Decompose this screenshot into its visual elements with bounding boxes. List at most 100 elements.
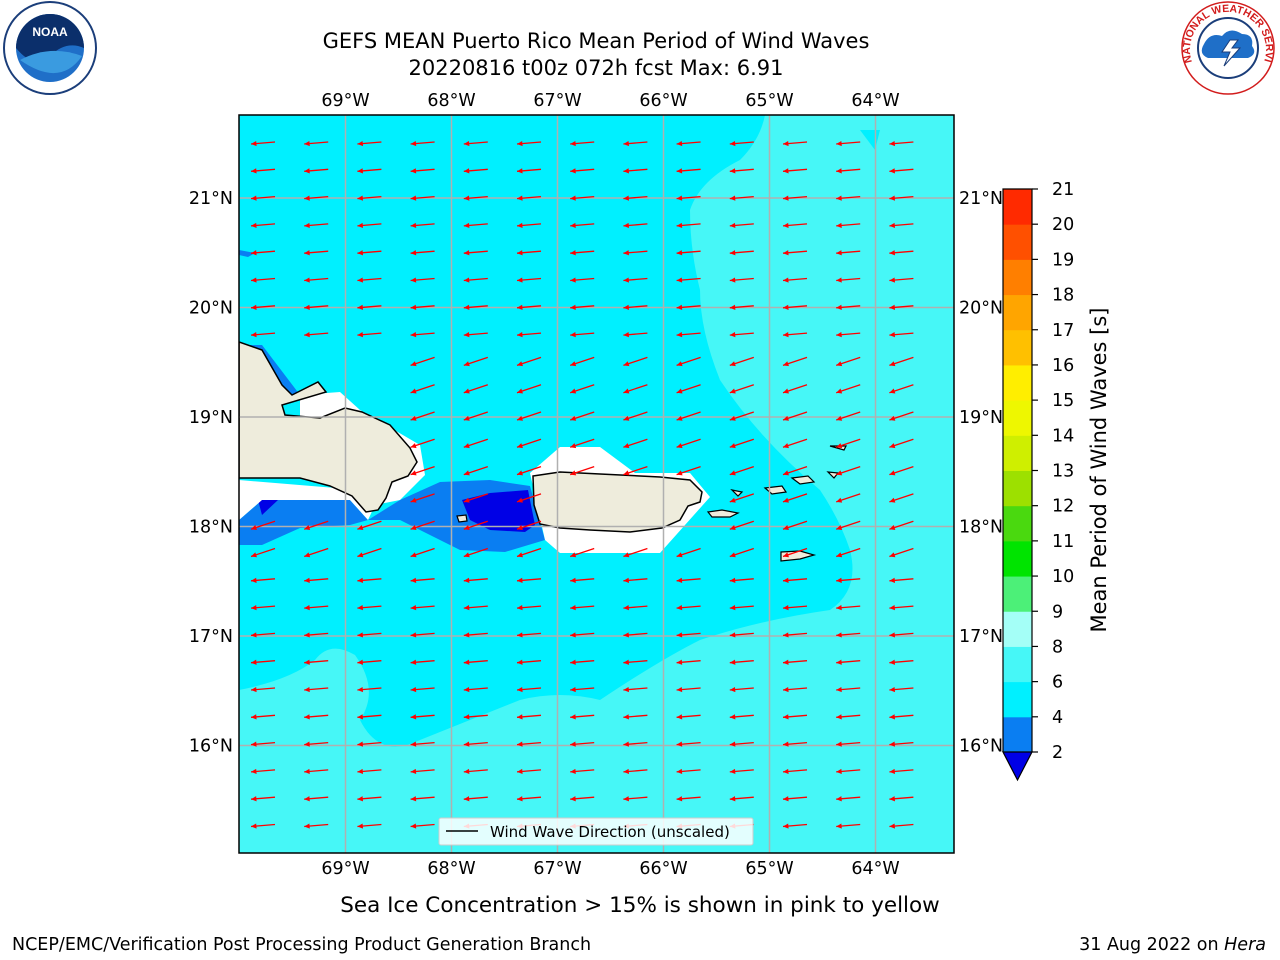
wind-wave-arrow: [304, 714, 329, 720]
wind-wave-arrow: [623, 768, 648, 775]
wind-wave-arrow: [463, 250, 488, 256]
wind-wave-arrow: [516, 384, 542, 394]
colorbar-segment: [1003, 364, 1032, 401]
wind-wave-arrow: [623, 796, 648, 802]
wind-wave-arrow: [889, 332, 914, 338]
wind-wave-arrow: [250, 195, 276, 201]
wind-wave-arrow: [357, 659, 382, 665]
wind-wave-arrow: [250, 823, 276, 829]
wind-wave-arrow: [516, 714, 542, 720]
wind-wave-arrow: [570, 332, 595, 338]
wind-wave-arrow: [782, 140, 808, 147]
wind-wave-arrow: [836, 632, 861, 638]
wind-wave-arrow: [782, 356, 808, 367]
wind-wave-arrow: [889, 547, 914, 558]
wind-wave-arrow: [889, 438, 914, 449]
wind-wave-arrow: [835, 493, 861, 503]
wind-wave-arrow: [782, 520, 808, 530]
lon-label-top: 67°W: [533, 91, 581, 111]
wind-wave-arrow: [410, 741, 435, 747]
wind-wave-arrow: [463, 277, 488, 283]
wind-wave-arrow: [304, 250, 329, 256]
wind-wave-arrow: [463, 384, 489, 394]
wind-wave-arrow: [516, 632, 542, 638]
wind-wave-arrow: [410, 796, 435, 802]
wind-wave-arrow: [782, 796, 808, 802]
wind-wave-arrow: [729, 411, 755, 421]
wind-wave-arrow: [357, 796, 382, 802]
lat-label-right: 19°N: [959, 408, 1003, 428]
wind-wave-arrow: [889, 823, 914, 829]
noaa-logo: NOAA: [3, 1, 97, 95]
wind-wave-arrow: [836, 195, 861, 201]
wind-wave-arrow: [836, 304, 861, 310]
wind-wave-arrow: [836, 277, 861, 283]
wind-wave-arrow: [676, 411, 701, 421]
wind-wave-arrow: [570, 222, 595, 229]
wind-wave-arrow: [729, 304, 754, 310]
wind-wave-arrow: [676, 168, 701, 174]
wind-wave-arrow: [516, 659, 542, 665]
wind-wave-arrow: [357, 577, 382, 583]
wind-wave-arrow: [889, 356, 914, 367]
wind-wave-arrow: [835, 411, 861, 421]
wind-wave-arrow: [410, 714, 435, 720]
wind-wave-arrow: [410, 411, 435, 421]
wind-wave-arrow: [357, 520, 382, 530]
wind-wave-arrow: [570, 659, 595, 665]
wind-wave-arrow: [623, 304, 648, 310]
wind-wave-arrow: [516, 168, 542, 174]
wind-wave-arrow: [410, 686, 435, 693]
wind-wave-arrow: [410, 520, 435, 530]
wind-wave-arrow: [250, 168, 276, 174]
wind-wave-arrow: [569, 438, 595, 449]
wind-wave-arrow: [303, 520, 329, 530]
wind-wave-arrow: [410, 632, 435, 638]
wind-wave-arrow: [357, 332, 382, 338]
latitude-labels-left: 21°N 20°N 19°N 18°N 17°N 16°N: [189, 189, 233, 757]
wind-wave-arrow: [836, 605, 861, 611]
wind-wave-arrow: [836, 222, 861, 229]
wind-wave-arrow: [570, 741, 595, 747]
wind-wave-arrow: [623, 686, 648, 693]
wind-wave-arrow: [569, 465, 595, 476]
colorbar-segment: [1003, 576, 1032, 612]
wind-wave-arrow: [889, 411, 914, 421]
wind-wave-arrow: [463, 438, 489, 449]
wind-wave-arrow: [516, 195, 542, 201]
wind-wave-arrow: [516, 493, 542, 503]
wind-wave-arrow: [889, 195, 914, 201]
footer-date: 31 Aug 2022 on Hera: [1079, 935, 1266, 955]
lat-label-left: 21°N: [189, 189, 233, 209]
colorbar-segment: [1003, 189, 1032, 225]
wind-wave-arrow: [623, 714, 648, 720]
wind-wave-arrow: [357, 605, 382, 611]
wind-wave-arrow: [304, 741, 329, 747]
sea-6-8s-region: [239, 115, 954, 853]
wind-wave-arrow: [676, 195, 701, 201]
colorbar-segment: [1003, 329, 1032, 366]
wind-wave-arrow: [516, 741, 542, 747]
lon-label-bottom: 68°W: [427, 859, 475, 879]
wind-wave-arrow: [676, 222, 701, 229]
wind-wave-arrow: [676, 304, 701, 310]
map-title: GEFS MEAN Puerto Rico Mean Period of Win…: [323, 29, 870, 53]
colorbar-tick-label: 19: [1052, 250, 1074, 270]
colorbar-segment: [1003, 400, 1032, 436]
lon-label-bottom: 66°W: [639, 859, 687, 879]
wind-wave-arrow: [250, 741, 276, 747]
lat-label-right: 17°N: [959, 627, 1003, 647]
wind-wave-arrow: [463, 632, 488, 638]
wind-wave-arrow: [516, 277, 542, 283]
wind-wave-arrow: [357, 222, 382, 229]
wind-wave-arrow: [570, 632, 595, 638]
wind-wave-arrow: [729, 277, 754, 283]
wind-wave-arrow: [782, 493, 808, 503]
wind-wave-arrow: [836, 768, 861, 775]
wind-wave-arrow: [782, 741, 808, 747]
colorbar-segment: [1003, 540, 1032, 577]
wind-wave-arrow: [729, 741, 754, 747]
wind-wave-arrow: [836, 823, 861, 829]
wind-wave-arrow: [516, 686, 542, 693]
colorbar-segment: [1003, 611, 1032, 647]
